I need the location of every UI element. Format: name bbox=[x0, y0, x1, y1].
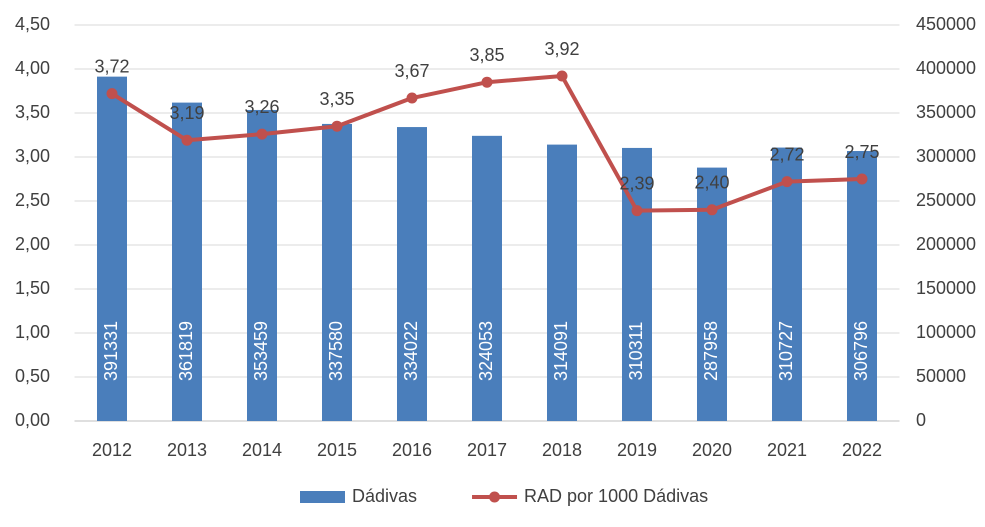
bar bbox=[472, 135, 502, 421]
line-marker bbox=[706, 204, 718, 216]
y2-tick-label: 300000 bbox=[916, 146, 976, 166]
bar bbox=[847, 151, 877, 421]
x-tick-label: 2022 bbox=[842, 440, 882, 460]
y2-tick-label: 100000 bbox=[916, 322, 976, 342]
x-tick-label: 2013 bbox=[167, 440, 207, 460]
line-value-label: 3,67 bbox=[394, 61, 429, 81]
bar-value-label: 287958 bbox=[701, 321, 721, 381]
legend-marker bbox=[489, 491, 501, 503]
x-tick-label: 2017 bbox=[467, 440, 507, 460]
legend-label: RAD por 1000 Dádivas bbox=[524, 486, 708, 506]
line-marker bbox=[631, 205, 643, 217]
bar-value-label: 306796 bbox=[851, 321, 871, 381]
x-tick-label: 2015 bbox=[317, 440, 357, 460]
line-value-label: 2,39 bbox=[619, 173, 654, 193]
y2-tick-label: 0 bbox=[916, 410, 926, 430]
bar bbox=[247, 109, 277, 421]
bar bbox=[772, 147, 802, 421]
line-value-label: 3,85 bbox=[469, 45, 504, 65]
bar-value-label: 391331 bbox=[101, 321, 121, 381]
bar-value-label: 310727 bbox=[776, 321, 796, 381]
line-marker bbox=[406, 92, 418, 104]
y2-tick-label: 350000 bbox=[916, 102, 976, 122]
line-marker bbox=[781, 176, 793, 188]
y-tick-label: 1,00 bbox=[15, 322, 50, 342]
y-tick-label: 4,00 bbox=[15, 58, 50, 78]
bar-value-label: 337580 bbox=[326, 321, 346, 381]
line-value-label: 3,72 bbox=[94, 56, 129, 76]
line-value-label: 3,35 bbox=[319, 89, 354, 109]
line-marker bbox=[106, 88, 118, 100]
y2-tick-label: 250000 bbox=[916, 190, 976, 210]
line-value-label: 2,75 bbox=[844, 142, 879, 162]
line-value-label: 2,40 bbox=[694, 173, 729, 193]
bar-value-label: 353459 bbox=[251, 321, 271, 381]
bar-value-label: 310311 bbox=[626, 322, 646, 381]
line-marker bbox=[256, 128, 268, 140]
line-marker bbox=[856, 173, 868, 185]
bar bbox=[172, 102, 202, 422]
x-tick-label: 2019 bbox=[617, 440, 657, 460]
y2-tick-label: 450000 bbox=[916, 14, 976, 34]
bar-value-label: 361819 bbox=[176, 321, 196, 381]
x-tick-label: 2014 bbox=[242, 440, 282, 460]
y-tick-label: 2,50 bbox=[15, 190, 50, 210]
y2-tick-label: 200000 bbox=[916, 234, 976, 254]
x-tick-label: 2020 bbox=[692, 440, 732, 460]
line-value-label: 3,19 bbox=[169, 103, 204, 123]
y2-tick-label: 150000 bbox=[916, 278, 976, 298]
bar bbox=[97, 76, 127, 421]
bar bbox=[322, 123, 352, 422]
bar-value-label: 324053 bbox=[476, 321, 496, 381]
y-tick-label: 1,50 bbox=[15, 278, 50, 298]
y2-tick-label: 400000 bbox=[916, 58, 976, 78]
line-value-label: 2,72 bbox=[769, 144, 804, 164]
line-marker bbox=[181, 134, 193, 146]
line-value-label: 3,92 bbox=[544, 39, 579, 59]
y-tick-label: 3,50 bbox=[15, 102, 50, 122]
y2-tick-label: 50000 bbox=[916, 366, 966, 386]
x-tick-label: 2016 bbox=[392, 440, 432, 460]
line-value-label: 3,26 bbox=[244, 97, 279, 117]
y-tick-label: 2,00 bbox=[15, 234, 50, 254]
legend-label: Dádivas bbox=[352, 486, 417, 506]
x-tick-label: 2012 bbox=[92, 440, 132, 460]
y-tick-label: 4,50 bbox=[15, 14, 50, 34]
bar bbox=[547, 144, 577, 421]
bar bbox=[397, 127, 427, 421]
y-tick-label: 0,50 bbox=[15, 366, 50, 386]
line-marker bbox=[481, 76, 493, 88]
y-tick-label: 3,00 bbox=[15, 146, 50, 166]
legend-swatch bbox=[300, 491, 345, 503]
y-tick-label: 0,00 bbox=[15, 410, 50, 430]
bar-value-label: 334022 bbox=[401, 321, 421, 381]
line-marker bbox=[556, 70, 568, 82]
x-tick-label: 2018 bbox=[542, 440, 582, 460]
bar-value-label: 314091 bbox=[551, 321, 571, 381]
line-marker bbox=[331, 120, 343, 132]
x-tick-label: 2021 bbox=[767, 440, 807, 460]
